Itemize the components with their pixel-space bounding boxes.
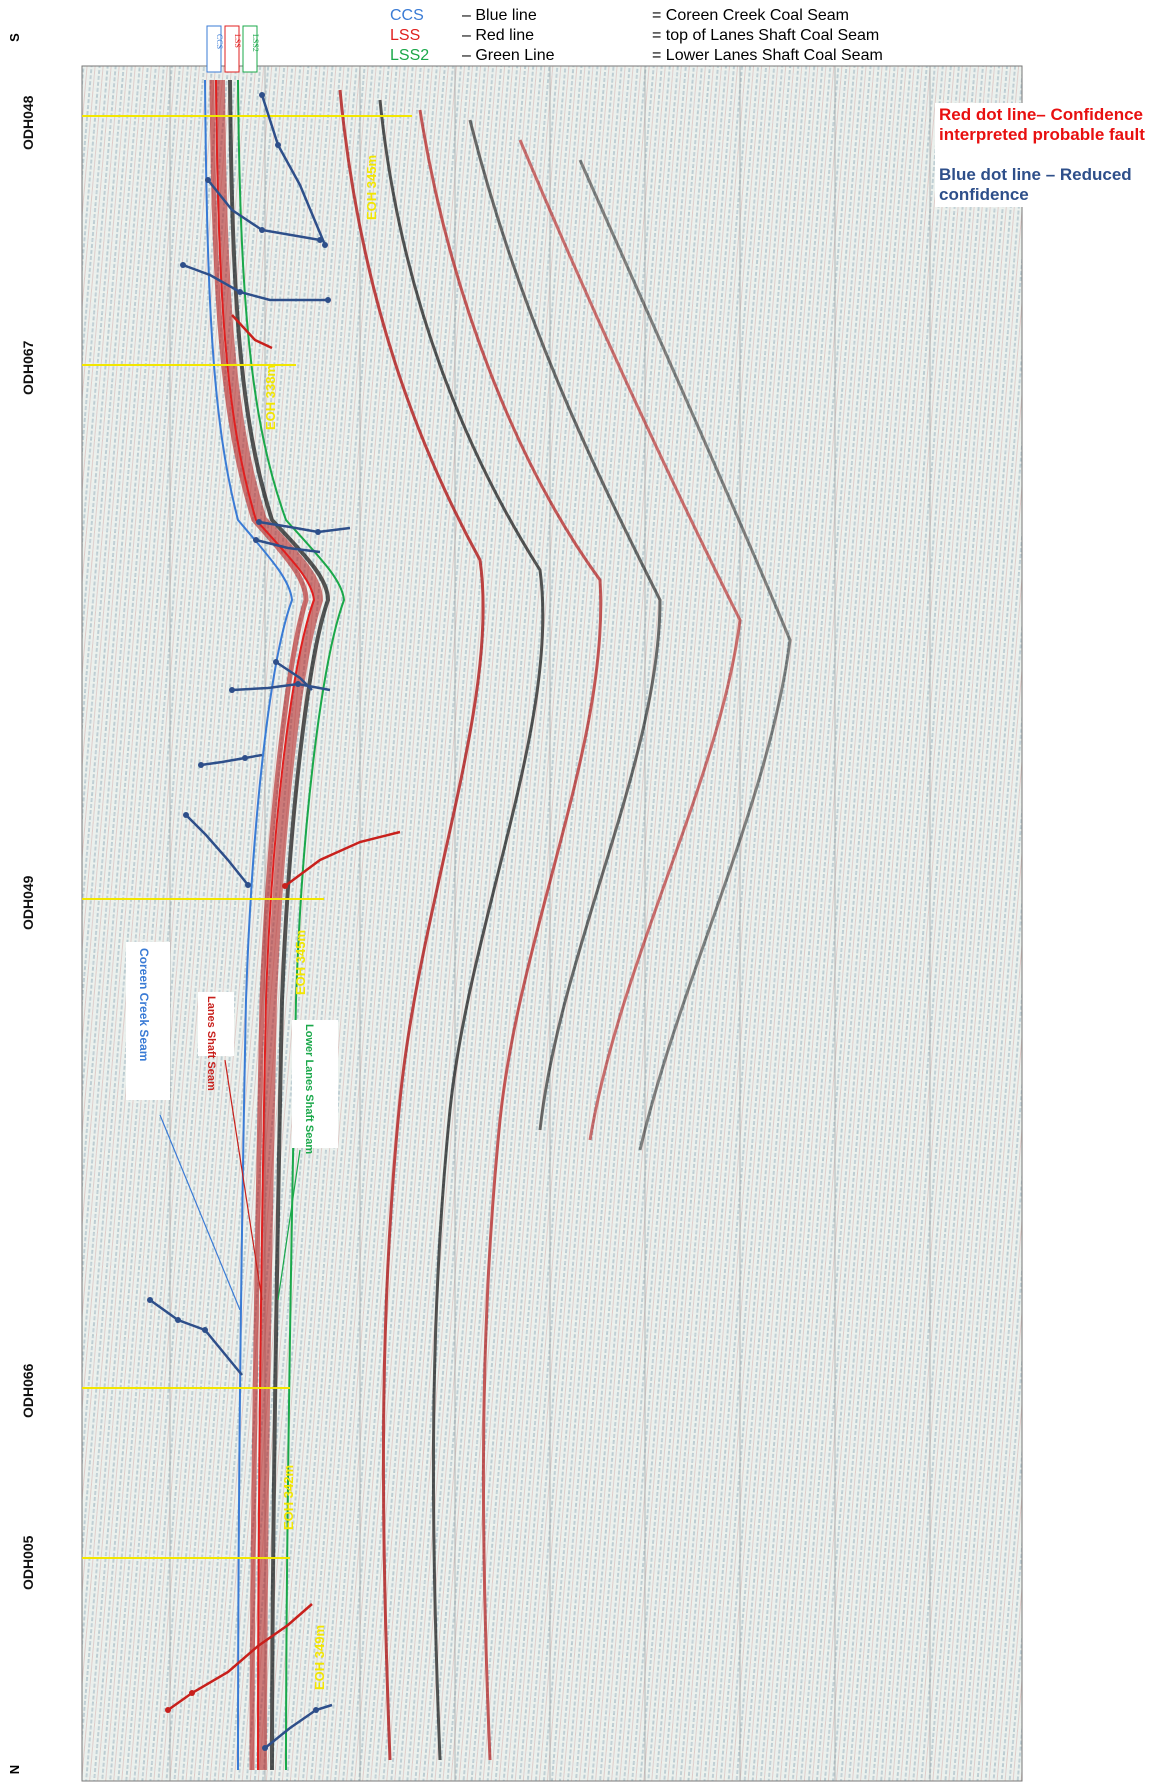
well-label-odh066: ODH066: [20, 1363, 36, 1418]
eoh-labels: EOH 345m EOH 338m EOH 345m EOH 342m EOH …: [263, 155, 379, 1690]
legend-desc-lss: – Red line: [462, 27, 535, 44]
legend-meaning-lss: = top of Lanes Shaft Coal Seam: [652, 27, 880, 44]
tag-lss2: LSS2: [251, 34, 260, 52]
well-label-odh049: ODH049: [20, 875, 36, 930]
eoh-label: EOH 349m: [312, 1625, 327, 1690]
legend-meaning-lss2: = Lower Lanes Shaft Coal Seam: [652, 47, 883, 64]
section-frame: [81, 65, 1023, 1782]
well-label-odh005: ODH005: [20, 1535, 36, 1590]
note-blue-dot-line: Blue dot line – Reduced confidence: [939, 165, 1132, 204]
confidence-note: Red dot line– Confidence interpreted pro…: [935, 103, 1176, 207]
callout-lss: Lanes Shaft Seam: [205, 996, 217, 1091]
seam-callout-leaders: [159, 1059, 301, 1311]
faults-blue: [149, 94, 351, 1749]
seam-callouts: Coreen Creek Seam Lanes Shaft Seam Lower…: [126, 942, 338, 1154]
callout-lss2: Lower Lanes Shaft Seam: [303, 1024, 315, 1154]
deep-reflectors: [338, 89, 792, 1761]
ccs-horizon: [204, 79, 294, 1771]
fault-nodes-red: [165, 883, 288, 1713]
eoh-label: EOH 342m: [281, 1465, 296, 1530]
orientation-top: S: [6, 33, 22, 42]
seam-bundle: [209, 79, 331, 1771]
faults-red: [167, 314, 401, 1712]
legend-code-lss: LSS: [390, 27, 421, 44]
eoh-label: EOH 345m: [364, 155, 379, 220]
legend-meanings: = Coreen Creek Coal Seam = top of Lanes …: [652, 6, 883, 66]
callout-ccs: Coreen Creek Seam: [137, 948, 151, 1061]
legend-desc-ccs: – Blue line: [462, 7, 537, 24]
note-red-dot-line: Red dot line– Confidence interpreted pro…: [939, 105, 1145, 144]
legend-codes: CCS LSS LSS2: [390, 6, 429, 66]
orientation-bottom: N: [7, 1764, 23, 1775]
legend-code-ccs: CCS: [390, 7, 424, 24]
eoh-label: EOH 338m: [263, 365, 278, 430]
legend-descriptions: – Blue line – Red line – Green Line: [462, 6, 555, 66]
tag-lss: LSS: [233, 34, 242, 48]
fault-nodes-blue: [147, 92, 331, 1751]
legend-desc-lss2: – Green Line: [462, 47, 555, 64]
well-markers: [82, 115, 412, 1559]
lss2-horizon: [237, 79, 346, 1771]
top-tags: CCS LSS LSS2: [206, 25, 260, 73]
lss-horizon: [215, 79, 316, 1771]
well-label-odh048: ODH048: [20, 95, 36, 150]
legend-code-lss2: LSS2: [390, 47, 430, 64]
well-label-odh067: ODH067: [20, 340, 36, 395]
tag-ccs: CCS: [215, 34, 224, 49]
legend-meaning-ccs: = Coreen Creek Coal Seam: [652, 7, 849, 24]
grid-lines: [169, 66, 931, 1781]
eoh-label: EOH 345m: [293, 930, 308, 995]
